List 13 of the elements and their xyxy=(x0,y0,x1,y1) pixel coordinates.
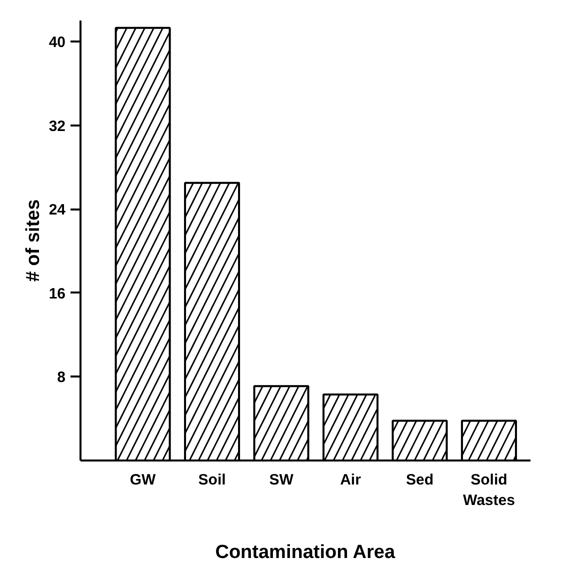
x-tick-label: Soil xyxy=(198,472,226,488)
y-axis-title: # of sites xyxy=(22,199,44,282)
x-axis-title: Contamination Area xyxy=(215,542,396,563)
y-tick-label: 24 xyxy=(48,202,66,219)
x-tick-label: Sed xyxy=(406,472,434,488)
y-tick-label: 16 xyxy=(48,285,66,302)
x-tick-label: Air xyxy=(340,472,362,488)
y-tick-label: 32 xyxy=(48,118,66,135)
x-tick-label: Solid Wastes xyxy=(462,472,515,509)
y-tick-label: 40 xyxy=(48,34,66,51)
x-tick-label: SW xyxy=(269,472,294,488)
y-tick-label: 8 xyxy=(57,369,66,386)
x-tick-label: GW xyxy=(130,472,157,488)
